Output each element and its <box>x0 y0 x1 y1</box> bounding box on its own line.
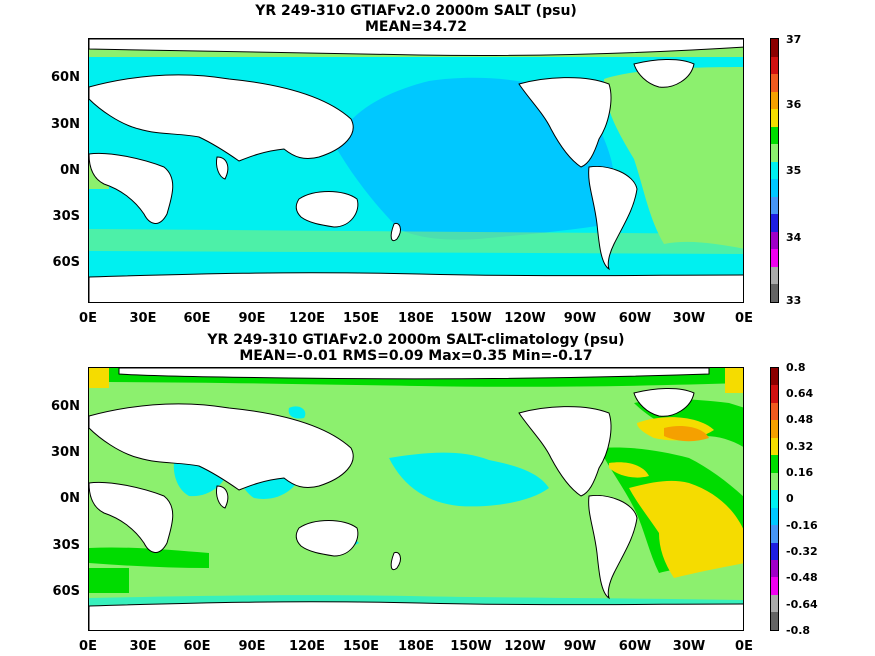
y-tick-0n: 0N <box>60 163 80 178</box>
x-tick: 60E <box>183 639 211 654</box>
y-tick-60s: 60S <box>52 255 80 270</box>
colorbar-label: 0.16 <box>786 466 814 479</box>
x-tick: 150E <box>342 311 380 326</box>
colorbar-segment <box>771 612 778 630</box>
colorbar-label: 0.32 <box>786 440 814 453</box>
colorbar-segment <box>771 56 778 75</box>
colorbar-segment <box>771 559 778 578</box>
x-tick: 120W <box>504 639 546 654</box>
colorbar-label: 0.8 <box>786 361 806 374</box>
x-tick: 0E <box>735 311 753 326</box>
salinity-map <box>88 38 744 303</box>
x-tick: 90W <box>563 639 597 654</box>
colorbar-segment <box>771 368 778 386</box>
colorbar-label: 0 <box>786 492 794 505</box>
x-tick: 0E <box>79 311 97 326</box>
colorbar-segment <box>771 507 778 526</box>
anomaly-colorbar <box>770 367 779 631</box>
x-tick: 60W <box>618 311 652 326</box>
colorbar-segment <box>771 542 778 560</box>
colorbar-segment <box>771 91 778 110</box>
colorbar-segment <box>771 266 778 285</box>
y-tick-0n: 0N <box>60 491 80 506</box>
colorbar-segment <box>771 214 778 232</box>
colorbar-segment <box>771 525 778 543</box>
x-tick: 0E <box>735 639 753 654</box>
anomaly-field <box>89 368 743 630</box>
x-tick: 120W <box>504 311 546 326</box>
colorbar-label: -0.32 <box>786 545 818 558</box>
x-tick: 90E <box>238 311 266 326</box>
colorbar-label: -0.48 <box>786 571 818 584</box>
colorbar-segment <box>771 437 778 456</box>
colorbar-segment <box>771 39 778 57</box>
colorbar-label: 34 <box>786 231 802 244</box>
colorbar-segment <box>771 594 778 613</box>
salinity-colorbar <box>770 38 779 303</box>
y-tick-30n: 30N <box>51 117 80 132</box>
panel2-stats: MEAN=-0.01 RMS=0.09 Max=0.35 Min=-0.17 <box>239 348 593 364</box>
x-tick: 150W <box>450 639 492 654</box>
x-tick: 180E <box>397 311 435 326</box>
x-tick: 60W <box>618 639 652 654</box>
y-tick-60s: 60S <box>52 584 80 599</box>
colorbar-label: -0.8 <box>786 624 811 637</box>
x-tick: 30E <box>129 311 157 326</box>
colorbar-segment <box>771 402 778 421</box>
colorbar-segment <box>771 577 778 595</box>
colorbar-segment <box>771 420 778 438</box>
colorbar-segment <box>771 74 778 92</box>
colorbar-label: 0.64 <box>786 387 814 400</box>
colorbar-segment <box>771 161 778 180</box>
x-tick: 150W <box>450 311 492 326</box>
salinity-anomaly-map <box>88 367 744 631</box>
colorbar-segment <box>771 472 778 491</box>
x-tick: 180E <box>397 639 435 654</box>
x-tick: 30W <box>672 311 706 326</box>
x-tick: 30W <box>672 639 706 654</box>
y-tick-30n: 30N <box>51 445 80 460</box>
panel1-title: YR 249-310 GTIAFv2.0 2000m SALT (psu) <box>255 3 577 19</box>
colorbar-segment <box>771 490 778 508</box>
colorbar-segment <box>771 144 778 162</box>
x-tick: 120E <box>288 311 326 326</box>
y-tick-30s: 30S <box>52 538 80 553</box>
colorbar-label: 33 <box>786 294 802 307</box>
colorbar-segment <box>771 196 778 215</box>
colorbar-label: 0.48 <box>786 413 814 426</box>
x-tick: 150E <box>342 639 380 654</box>
x-tick: 0E <box>79 639 97 654</box>
colorbar-segment <box>771 126 778 145</box>
colorbar-segment <box>771 179 778 197</box>
panel1-mean: MEAN=34.72 <box>364 19 468 35</box>
colorbar-segment <box>771 455 778 473</box>
y-tick-30s: 30S <box>52 209 80 224</box>
panel2-title: YR 249-310 GTIAFv2.0 2000m SALT-climatol… <box>207 332 625 348</box>
colorbar-segment <box>771 109 778 127</box>
colorbar-segment <box>771 284 778 302</box>
colorbar-label: 37 <box>786 33 802 46</box>
colorbar-label: -0.16 <box>786 519 818 532</box>
x-tick: 120E <box>288 639 326 654</box>
x-tick: 90W <box>563 311 597 326</box>
colorbar-segment <box>771 385 778 403</box>
salinity-field <box>89 39 743 302</box>
x-tick: 30E <box>129 639 157 654</box>
colorbar-label: -0.64 <box>786 598 818 611</box>
colorbar-segment <box>771 231 778 250</box>
x-tick: 90E <box>238 639 266 654</box>
colorbar-label: 36 <box>786 98 802 111</box>
y-tick-60n: 60N <box>51 399 80 414</box>
colorbar-label: 35 <box>786 164 802 177</box>
y-tick-60n: 60N <box>51 70 80 85</box>
colorbar-segment <box>771 249 778 267</box>
x-tick: 60E <box>183 311 211 326</box>
